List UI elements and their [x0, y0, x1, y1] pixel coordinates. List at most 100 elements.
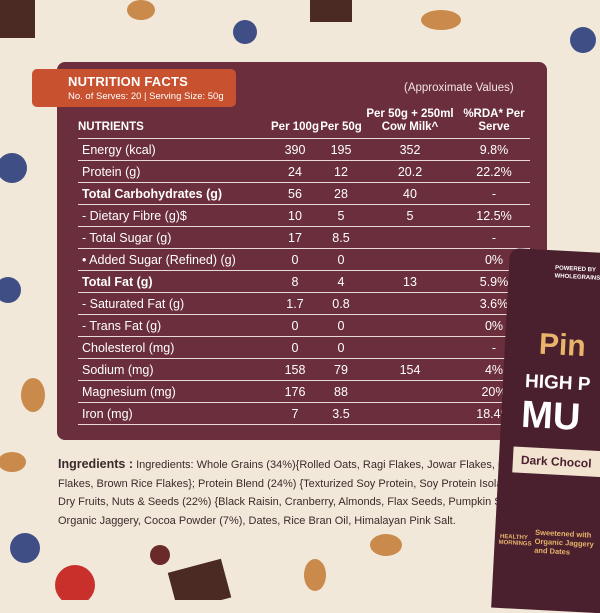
table-row: - Saturated Fat (g) 1.7 0.8 3.6%: [78, 292, 530, 315]
nutrient-value: 5: [362, 204, 458, 227]
nutrient-value: 390: [270, 138, 320, 161]
table-row: Energy (kcal) 390 195 352 9.8%: [78, 138, 530, 161]
table-body: Energy (kcal) 390 195 352 9.8% Protein (g) 24 1…: [78, 138, 530, 425]
table-row: - Trans Fat (g) 0 0 0%: [78, 314, 530, 337]
table-row: Magnesium (mg) 176 88 20%: [78, 380, 530, 403]
nutrient-value: 0: [320, 336, 362, 359]
nutrient-value: 352: [362, 138, 458, 161]
almond: [421, 10, 461, 30]
ingredients-text: Ingredients: Whole Grains (34%){Rolled O…: [58, 459, 534, 527]
table-row: Total Carbohydrates (g) 56 28 40-: [78, 182, 530, 205]
table-row: Total Fat (g) 8 4 13 5.9%: [78, 270, 530, 293]
nutrient-value: 0: [270, 248, 320, 271]
table-row: Cholesterol (mg) 0 0-: [78, 336, 530, 359]
blueberry: [0, 277, 21, 303]
package-line: HIGH P: [524, 370, 591, 396]
nutrient-value: 7: [270, 402, 320, 425]
ingredients-label: Ingredients :: [58, 457, 134, 471]
package-badge: POWERED BY WHOLEGRAINS: [554, 265, 600, 282]
nutrient-value: 5: [320, 204, 362, 227]
ingredients: Ingredients : Ingredients: Whole Grains …: [58, 455, 538, 530]
nutrient-name: Energy (kcal): [78, 138, 270, 161]
almond: [304, 559, 326, 591]
nutrient-name: • Added Sugar (Refined) (g): [78, 248, 270, 271]
nutrient-value: 9.8%: [458, 138, 530, 161]
nutrient-value: 0: [320, 314, 362, 337]
nutrient-value: [362, 314, 458, 337]
nutrient-name: Magnesium (mg): [78, 380, 270, 403]
nutrient-value: 88: [320, 380, 362, 403]
nutrient-name: - Dietary Fibre (g)$: [78, 204, 270, 227]
title: NUTRITION FACTS: [68, 74, 188, 89]
blueberry: [233, 20, 257, 44]
nutrient-value: -: [458, 226, 530, 249]
serving-info: No. of Serves: 20 | Serving Size: 50g: [68, 91, 224, 102]
blueberry: [570, 27, 596, 53]
note: (Approximate Values): [404, 82, 514, 94]
nutrient-value: 40: [362, 182, 458, 205]
column-header: Per 50g + 250ml Cow Milk^: [362, 108, 458, 139]
nutrient-name: Total Fat (g): [78, 270, 270, 293]
nutrient-value: 0: [270, 336, 320, 359]
nutrient-name: Protein (g): [78, 160, 270, 183]
almond: [0, 452, 26, 472]
package-tagline: HEALTHY MORNINGS: [498, 533, 532, 548]
column-header: %RDA* Per Serve: [458, 108, 530, 139]
nutrient-value: 12: [320, 160, 362, 183]
nutrient-name: Sodium (mg): [78, 358, 270, 381]
nutrient-name: Cholesterol (mg): [78, 336, 270, 359]
nutrient-value: 0: [270, 314, 320, 337]
nutrient-value: [362, 402, 458, 425]
table-row: Protein (g) 24 12 20.2 22.2%: [78, 160, 530, 183]
nutrient-value: 17: [270, 226, 320, 249]
header-row: NUTRIENTS Per 100g Per 50g Per 50g + 250ml …: [78, 108, 530, 139]
package: POWERED BY WHOLEGRAINS Pin HIGH P MU Dar…: [491, 248, 600, 613]
nutrient-value: 13: [362, 270, 458, 293]
nutrition-table: NUTRIENTS Per 100g Per 50g Per 50g + 250ml …: [78, 108, 530, 425]
nutrient-value: [362, 292, 458, 315]
nutrient-value: 3.5: [320, 402, 362, 425]
table-row: Sodium (mg) 158 79 154 4%: [78, 358, 530, 381]
nutrient-value: 20.2: [362, 160, 458, 183]
nutrient-name: - Total Sugar (g): [78, 226, 270, 249]
column-header: NUTRIENTS: [78, 108, 270, 139]
nutrient-name: Iron (mg): [78, 402, 270, 425]
nutrient-value: 1.7: [270, 292, 320, 315]
nutrient-value: 28: [320, 182, 362, 205]
nutrient-value: 22.2%: [458, 160, 530, 183]
column-header: Per 50g: [320, 108, 362, 139]
table-row: - Total Sugar (g) 17 8.5 -: [78, 226, 530, 249]
nutrient-value: 12.5%: [458, 204, 530, 227]
nutrient-value: [362, 226, 458, 249]
nutrient-value: 8: [270, 270, 320, 293]
blueberry: [10, 533, 40, 563]
nutrient-name: - Saturated Fat (g): [78, 292, 270, 315]
package-line: MU: [520, 393, 582, 439]
almond: [21, 378, 45, 412]
nutrient-value: 0: [320, 248, 362, 271]
table-row: Iron (mg) 7 3.5 18.4%: [78, 402, 530, 425]
nutrient-value: 8.5: [320, 226, 362, 249]
nutrient-value: [362, 248, 458, 271]
nutrient-value: 195: [320, 138, 362, 161]
nutrient-value: 10: [270, 204, 320, 227]
nutrient-value: 0.8: [320, 292, 362, 315]
nutrient-value: 176: [270, 380, 320, 403]
column-header: Per 100g: [270, 108, 320, 139]
package-brand: Pin: [538, 327, 587, 364]
nutrient-name: Total Carbohydrates (g): [78, 182, 270, 205]
nutrient-value: 56: [270, 182, 320, 205]
nutrient-value: 154: [362, 358, 458, 381]
almond: [127, 0, 155, 20]
cranberry: [150, 545, 170, 565]
package-claim: Sweetened with Organic Jaggery and Dates: [533, 527, 595, 557]
nutrient-value: [362, 380, 458, 403]
decor: [0, 0, 596, 600]
nutrient-value: 158: [270, 358, 320, 381]
nutrient-value: -: [458, 182, 530, 205]
nutrient-value: [362, 336, 458, 359]
chocolate: [167, 558, 232, 600]
chocolate: [0, 0, 35, 38]
chocolate: [310, 0, 352, 22]
